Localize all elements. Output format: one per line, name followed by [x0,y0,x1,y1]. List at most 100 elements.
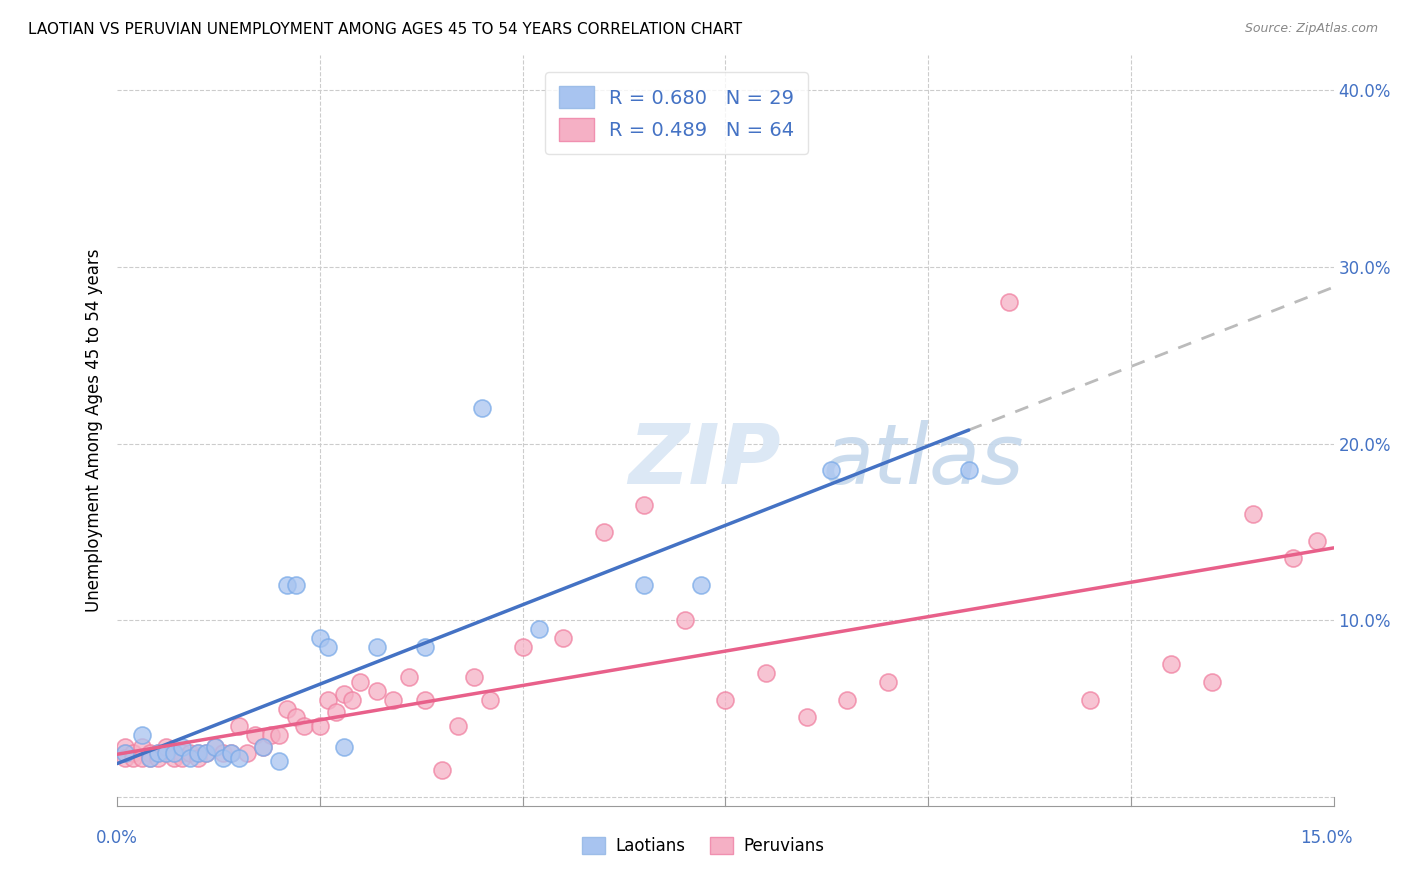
Point [138,751,160,765]
Point [876,675,898,690]
Y-axis label: Unemployment Among Ages 45 to 54 years: Unemployment Among Ages 45 to 54 years [86,249,103,612]
Point [430,764,453,778]
Point [187,746,209,760]
Point [146,746,169,760]
Point [211,746,233,760]
Point [228,751,250,765]
Point [673,613,696,627]
Point [276,578,298,592]
Point [122,746,145,760]
Text: atlas: atlas [823,420,1025,501]
Point [714,692,737,706]
Point [114,751,136,765]
Point [447,719,470,733]
Point [796,710,818,724]
Point [527,622,550,636]
Point [252,740,274,755]
Point [204,740,226,755]
Point [333,740,356,755]
Point [316,640,339,654]
Point [179,751,201,765]
Point [471,401,494,416]
Point [690,578,713,592]
Point [316,692,339,706]
Point [479,692,502,706]
Point [260,728,283,742]
Point [131,740,153,755]
Point [204,740,226,755]
Point [284,710,307,724]
Point [998,295,1021,310]
Point [1201,675,1223,690]
Point [633,499,655,513]
Point [292,719,315,733]
Point [835,692,858,706]
Point [243,728,266,742]
Point [195,746,218,760]
Point [187,751,209,765]
Point [276,701,298,715]
Point [146,751,169,765]
Point [114,740,136,755]
Point [155,740,177,755]
Point [138,751,160,765]
Point [170,740,193,755]
Point [755,666,778,681]
Point [325,705,347,719]
Point [633,578,655,592]
Point [553,631,575,645]
Text: 15.0%: 15.0% [1301,829,1353,847]
Point [1160,657,1182,672]
Point [155,746,177,760]
Point [163,751,186,765]
Point [211,751,233,765]
Point [415,692,437,706]
Legend: R = 0.680   N = 29, R = 0.489   N = 64: R = 0.680 N = 29, R = 0.489 N = 64 [546,72,808,154]
Point [131,728,153,742]
Point [219,746,242,760]
Point [512,640,534,654]
Point [1078,692,1101,706]
Point [252,740,274,755]
Point [366,640,388,654]
Point [187,746,209,760]
Point [349,675,371,690]
Point [333,687,356,701]
Point [170,751,193,765]
Point [131,751,153,765]
Text: LAOTIAN VS PERUVIAN UNEMPLOYMENT AMONG AGES 45 TO 54 YEARS CORRELATION CHART: LAOTIAN VS PERUVIAN UNEMPLOYMENT AMONG A… [28,22,742,37]
Point [269,755,291,769]
Legend: Laotians, Peruvians: Laotians, Peruvians [575,830,831,862]
Point [155,746,177,760]
Point [381,692,404,706]
Point [284,578,307,592]
Text: Source: ZipAtlas.com: Source: ZipAtlas.com [1244,22,1378,36]
Point [114,746,136,760]
Point [146,746,169,760]
Point [463,670,485,684]
Text: 0.0%: 0.0% [96,829,138,847]
Point [1306,533,1329,548]
Point [163,746,186,760]
Point [398,670,420,684]
Point [236,746,259,760]
Point [219,746,242,760]
Point [114,746,136,760]
Point [1282,551,1305,566]
Point [138,746,160,760]
Point [592,524,614,539]
Point [309,631,332,645]
Text: ZIP: ZIP [628,420,780,501]
Point [415,640,437,654]
Point [179,746,201,760]
Point [170,746,193,760]
Point [309,719,332,733]
Point [163,746,186,760]
Point [820,463,842,477]
Point [366,684,388,698]
Point [342,692,364,706]
Point [122,751,145,765]
Point [1241,508,1264,522]
Point [195,746,218,760]
Point [228,719,250,733]
